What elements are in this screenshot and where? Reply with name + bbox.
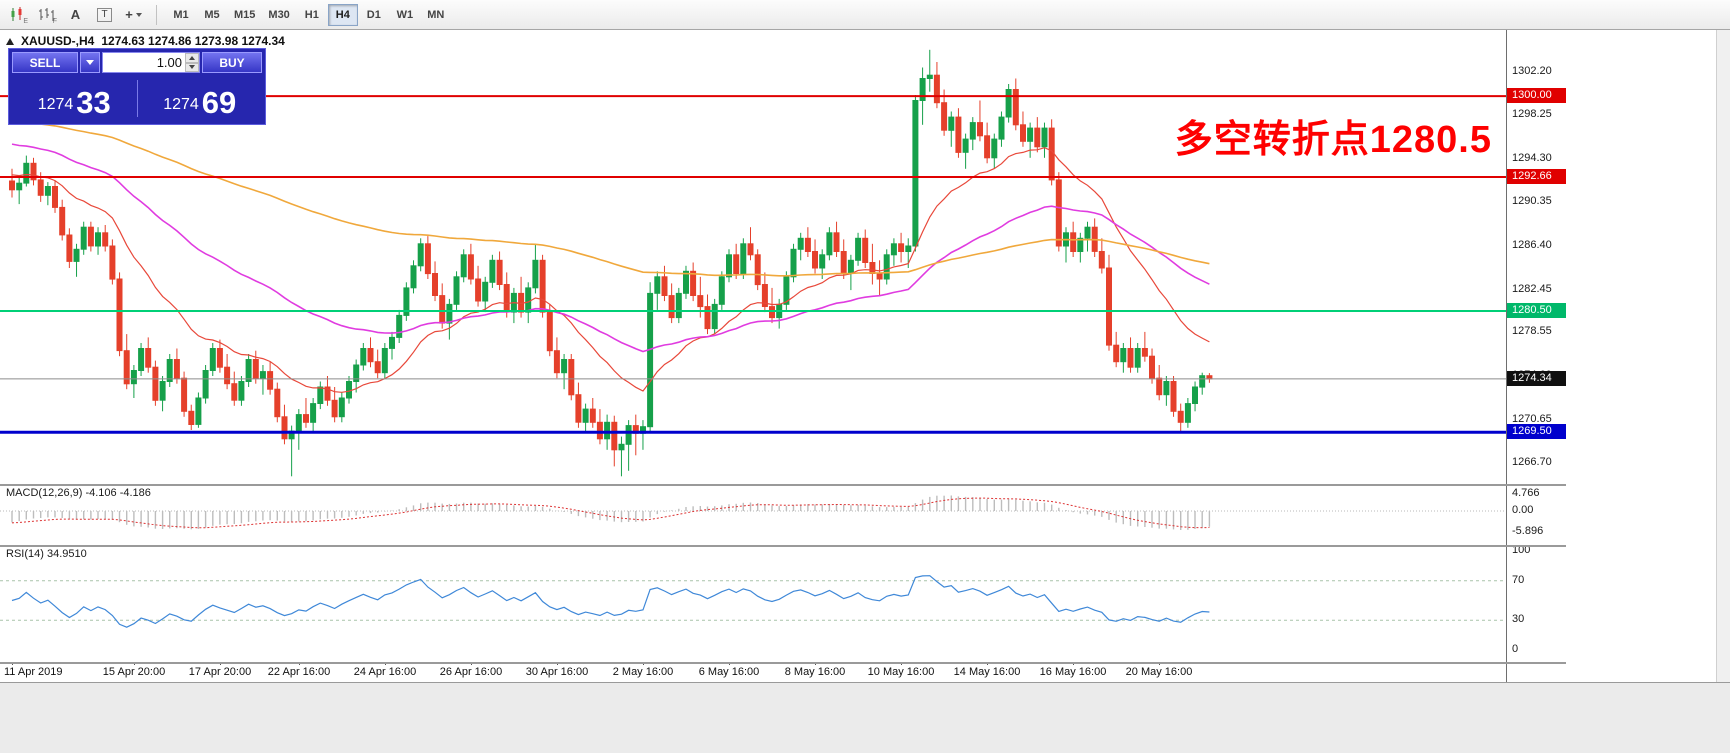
timeframe-button-m15[interactable]: M15 [234, 8, 256, 21]
price-axis: 1302.20 1298.25 1294.30 1290.35 1286.40 1282.… [1506, 30, 1566, 682]
time-axis-label: 26 Apr 16:00 [439, 666, 503, 678]
buy-price-main: 1274 [163, 96, 199, 113]
spinner-down-icon [189, 65, 195, 70]
macd-axis-label: 0.00 [1512, 504, 1534, 516]
timeframe-button-d1[interactable]: D1 [366, 8, 381, 21]
time-axis-label: 11 Apr 2019 [4, 666, 63, 678]
order-type-dropdown[interactable] [80, 52, 100, 73]
ohlc-values: 1274.63 1274.86 1273.98 1274.34 [101, 34, 285, 48]
timeframe-button-m1[interactable]: M1 [173, 8, 189, 21]
buy-price-pips: 69 [201, 85, 237, 120]
time-axis-label: 2 May 16:00 [612, 666, 674, 678]
timeframe-button-m30[interactable]: M30 [268, 8, 290, 21]
timeframe-button-h4[interactable]: H4 [327, 3, 358, 26]
rsi-axis-label: 0 [1512, 643, 1519, 655]
pivot-line-1280-badge: 1280.50 [1507, 303, 1566, 318]
price-axis-label: 1270.65 [1512, 413, 1552, 425]
resistance-line-1300-badge: 1300.00 [1507, 88, 1566, 103]
price-axis-label: 1298.25 [1512, 108, 1552, 120]
time-axis-label: 15 Apr 20:00 [102, 666, 166, 678]
time-axis-label: 10 May 16:00 [867, 666, 935, 678]
time-axis-label: 6 May 16:00 [698, 666, 760, 678]
chart-toolbar: E F A T + M1 M5 M15 M30 H1 H4 D1 W1 MN [0, 0, 1730, 30]
price-axis-label: 1266.70 [1512, 456, 1552, 468]
buy-price[interactable]: 1274 69 [138, 76, 263, 121]
chart-canvas[interactable] [0, 30, 1506, 682]
time-axis-label: 20 May 16:00 [1125, 666, 1193, 678]
price-axis-label: 1290.35 [1512, 195, 1552, 207]
chart-annotation-text: 多空转折点1280.5 [1174, 119, 1492, 161]
rsi-axis-label: 30 [1512, 613, 1525, 625]
price-axis-label: 1286.40 [1512, 239, 1552, 251]
timeframe-button-h1[interactable]: H1 [304, 8, 319, 21]
time-axis: 11 Apr 2019 15 Apr 20:00 17 Apr 20:00 22 Ap… [0, 662, 1506, 682]
rsi-axis-label: 100 [1512, 544, 1531, 556]
rsi-axis-label: 70 [1512, 574, 1525, 586]
tool-sub-label: E [23, 17, 28, 25]
price-axis-label: 1278.55 [1512, 325, 1552, 337]
symbol-info-line: XAUUSD-,H4 1274.63 1274.86 1273.98 1274.… [6, 34, 285, 48]
text-box-icon[interactable]: T [91, 3, 118, 27]
macd-axis-label: -5.896 [1512, 525, 1544, 537]
price-axis-label: 1294.30 [1512, 152, 1552, 164]
chart-window: XAUUSD-,H4 1274.63 1274.86 1273.98 1274.… [0, 30, 1506, 682]
current-price-line-badge: 1274.34 [1507, 371, 1566, 386]
price-axis-label: 1302.20 [1512, 65, 1552, 77]
panel-splitter-macd[interactable] [0, 484, 1566, 486]
letter-a-icon[interactable]: A [70, 7, 81, 22]
volume-spinner [185, 53, 199, 72]
bars-glyph [39, 8, 55, 21]
window-edge-strip [1716, 30, 1730, 682]
spinner-up-icon [189, 55, 195, 60]
bid-ask-display: 1274 33 1274 69 [12, 76, 262, 121]
time-axis-label: 30 Apr 16:00 [525, 666, 589, 678]
timeframe-group: M1 M5 M15 M30 H1 H4 D1 W1 MN [166, 3, 451, 26]
symbol-name: XAUUSD-,H4 [21, 34, 95, 48]
rsi-indicator-label: RSI(14) 34.9510 [6, 548, 87, 560]
price-divider [136, 80, 138, 117]
chevron-down-icon [135, 12, 142, 17]
timeframe-button-mn[interactable]: MN [427, 8, 445, 21]
toolbar-separator [156, 4, 157, 25]
candles-glyph [11, 7, 22, 21]
bar-chart-icon[interactable]: F [33, 3, 60, 27]
sell-button[interactable]: SELL [12, 52, 78, 73]
timeframe-button-w1[interactable]: W1 [396, 8, 414, 21]
macd-axis-label: 4.766 [1512, 487, 1540, 499]
lower-panel-area [0, 682, 1730, 753]
sell-price[interactable]: 1274 33 [12, 76, 137, 121]
time-axis-label: 22 Apr 16:00 [267, 666, 331, 678]
volume-input[interactable] [102, 52, 200, 73]
support-line-1269-badge: 1269.50 [1507, 424, 1566, 439]
buy-button[interactable]: BUY [202, 52, 262, 73]
time-axis-label: 16 May 16:00 [1039, 666, 1107, 678]
timeframe-button-m5[interactable]: M5 [204, 8, 220, 21]
volume-field-wrap [102, 52, 200, 73]
candlestick-chart-icon[interactable]: E [4, 3, 31, 27]
resistance-line-1292-badge: 1292.66 [1507, 169, 1566, 184]
one-click-trade-panel: SELL BUY 1274 33 [8, 48, 266, 125]
time-axis-label: 24 Apr 16:00 [353, 666, 417, 678]
macd-indicator-label: MACD(12,26,9) -4.106 -4.186 [6, 487, 151, 499]
time-axis-label: 14 May 16:00 [953, 666, 1021, 678]
symbol-arrow-icon [6, 37, 14, 45]
time-axis-border [0, 662, 1566, 664]
time-axis-label: 17 Apr 20:00 [188, 666, 252, 678]
price-axis-label: 1282.45 [1512, 283, 1552, 295]
tool-sub-label: F [52, 17, 57, 25]
trade-controls-row: SELL BUY [12, 52, 262, 73]
sell-price-main: 1274 [37, 96, 74, 113]
spinner-up-button[interactable] [185, 53, 199, 63]
spinner-down-button[interactable] [185, 62, 199, 72]
panel-splitter-rsi[interactable] [0, 545, 1566, 547]
crosshair-icon[interactable]: + [120, 3, 147, 27]
sell-price-pips: 33 [76, 85, 111, 120]
chevron-down-icon [86, 60, 94, 65]
time-axis-label: 8 May 16:00 [784, 666, 846, 678]
